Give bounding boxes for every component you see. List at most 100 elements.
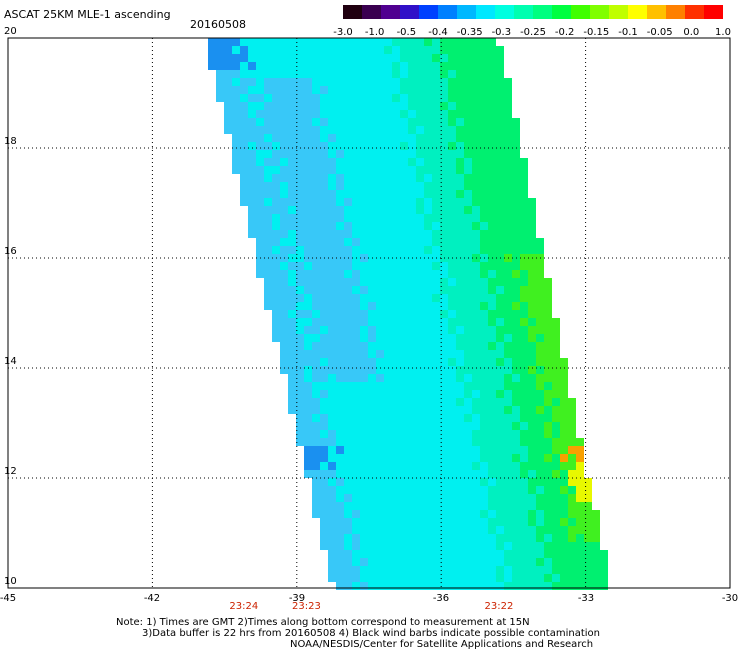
swath-cell (304, 182, 312, 190)
swath-cell (576, 438, 584, 446)
swath-cell (272, 134, 280, 142)
swath-cell (376, 518, 384, 526)
swath-cell (368, 214, 376, 222)
swath-cell (528, 374, 536, 382)
swath-cell (312, 38, 320, 46)
swath-cell (512, 190, 520, 198)
swath-cell (352, 150, 360, 158)
swath-cell (504, 358, 512, 366)
swath-cell (520, 342, 528, 350)
swath-cell (528, 414, 536, 422)
swath-cell (272, 334, 280, 342)
swath-cell (384, 526, 392, 534)
swath-cell (320, 414, 328, 422)
swath-cell (440, 390, 448, 398)
swath-cell (456, 278, 464, 286)
swath-cell (432, 246, 440, 254)
swath-cell (344, 342, 352, 350)
swath-cell (520, 334, 528, 342)
swath-cell (352, 38, 360, 46)
swath-cell (440, 166, 448, 174)
swath-cell (256, 142, 264, 150)
swath-cell (464, 198, 472, 206)
swath-cell (424, 222, 432, 230)
swath-cell (416, 462, 424, 470)
swath-cell (448, 534, 456, 542)
swath-cell (360, 358, 368, 366)
swath-cell (376, 158, 384, 166)
swath-cell (216, 38, 224, 46)
swath-cell (400, 246, 408, 254)
swath-cell (456, 582, 464, 590)
swath-cell (384, 374, 392, 382)
swath-cell (504, 462, 512, 470)
colorbar-label: -0.4 (428, 27, 448, 38)
swath-cell (224, 54, 232, 62)
swath-cell (392, 166, 400, 174)
swath-cell (544, 310, 552, 318)
swath-cell (344, 502, 352, 510)
swath-cell (320, 142, 328, 150)
swath-cell (288, 78, 296, 86)
swath-cell (400, 262, 408, 270)
swath-cell (440, 70, 448, 78)
swath-cell (408, 54, 416, 62)
swath-cell (352, 294, 360, 302)
swath-cell (344, 62, 352, 70)
swath-cell (432, 454, 440, 462)
swath-cell (400, 174, 408, 182)
swath-cell (288, 230, 296, 238)
swath-cell (440, 174, 448, 182)
swath-cell (248, 38, 256, 46)
swath-cell (272, 62, 280, 70)
swath-cell (248, 222, 256, 230)
swath-cell (448, 582, 456, 590)
swath-cell (520, 294, 528, 302)
swath-cell (376, 470, 384, 478)
swath-cell (496, 174, 504, 182)
swath-cell (472, 214, 480, 222)
swath-cell (248, 214, 256, 222)
swath-cell (416, 70, 424, 78)
swath-cell (256, 182, 264, 190)
swath-cell (320, 462, 328, 470)
swath-cell (480, 150, 488, 158)
swath-cell (280, 70, 288, 78)
swath-cell (360, 46, 368, 54)
swath-cell (536, 582, 544, 590)
swath-cell (320, 510, 328, 518)
swath-cell (392, 366, 400, 374)
swath-cell (456, 422, 464, 430)
swath-cell (528, 238, 536, 246)
swath-cell (448, 142, 456, 150)
swath-cell (536, 494, 544, 502)
swath-cell (440, 502, 448, 510)
swath-cell (472, 518, 480, 526)
swath-cell (552, 454, 560, 462)
swath-cell (480, 62, 488, 70)
swath-cell (384, 38, 392, 46)
swath-cell (536, 398, 544, 406)
swath-cell (488, 550, 496, 558)
swath-cell (384, 158, 392, 166)
swath-cell (288, 158, 296, 166)
swath-cell (336, 534, 344, 542)
swath-cell (328, 62, 336, 70)
swath-cell (536, 566, 544, 574)
swath-cell (296, 278, 304, 286)
swath-cell (520, 414, 528, 422)
swath-cell (232, 110, 240, 118)
swath-cell (448, 46, 456, 54)
swath-cell (440, 494, 448, 502)
swath-cell (432, 510, 440, 518)
swath-cell (520, 462, 528, 470)
swath-cell (568, 566, 576, 574)
swath-cell (352, 406, 360, 414)
swath-cell (568, 494, 576, 502)
swath-cell (280, 310, 288, 318)
swath-cell (568, 510, 576, 518)
swath-cell (304, 310, 312, 318)
swath-cell (368, 566, 376, 574)
swath-cell (312, 302, 320, 310)
swath-cell (328, 278, 336, 286)
